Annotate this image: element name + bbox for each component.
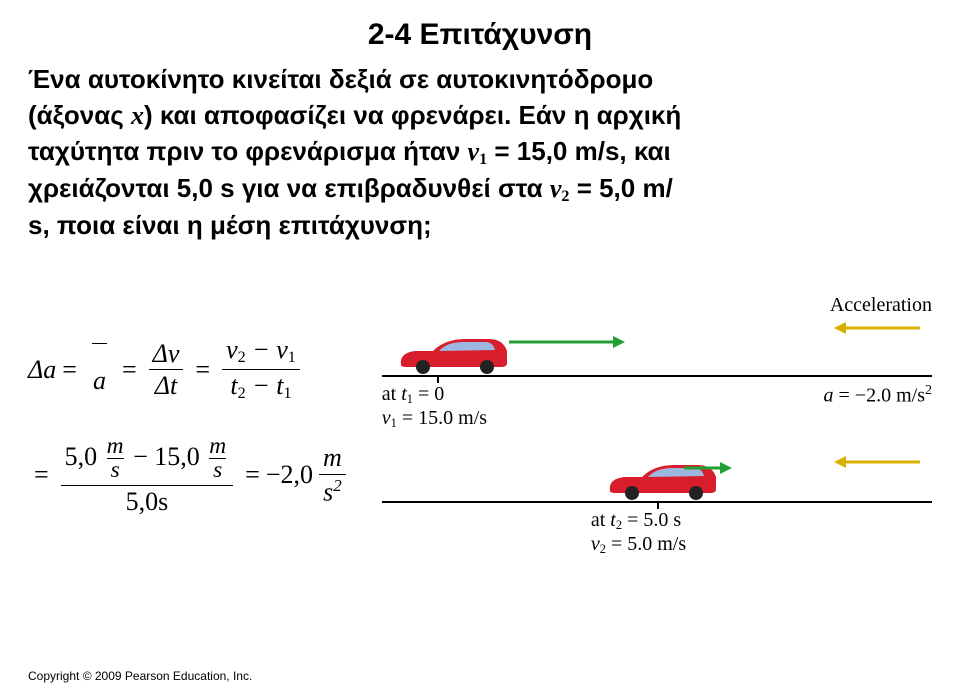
- sym-x: x: [131, 101, 144, 130]
- road-line-1: [382, 375, 932, 377]
- prob-l2a: (άξονας: [28, 100, 131, 130]
- prob-l3a: ταχύτητα πριν το φρενάρισμα ήταν: [28, 136, 468, 166]
- frac-numeric: 5,0 ms − 15,0 ms 5,0s: [61, 433, 233, 517]
- velocity-arrow-icon: [507, 334, 627, 355]
- accel-label: Acceleration: [382, 294, 932, 317]
- copyright-text: Copyright © 2009 Pearson Education, Inc.: [28, 669, 252, 683]
- eq-4: =: [34, 460, 49, 490]
- prob-l3b: = 15,0 m/s, και: [487, 136, 671, 166]
- velocity-arrow-icon: [682, 460, 734, 481]
- unit-ms2: m s2: [319, 442, 346, 507]
- marker-1: [437, 377, 439, 383]
- diagram: Acceleration: [382, 284, 932, 571]
- equation-row-2: = 5,0 ms − 15,0 ms 5,0s = −2,0 m s2: [28, 433, 352, 517]
- frac-v-t: v2 − v1 t2 − t1: [222, 334, 300, 405]
- equation-block: Δa = a = Δv Δt = v2 − v1 t2 − t1 =: [28, 284, 352, 545]
- prob-l4a: χρειάζονται 5,0 s για να επιβραδυνθεί στ…: [28, 173, 550, 203]
- accel-arrow-icon: [832, 453, 922, 471]
- prob-l1: Ένα αυτοκίνητο κινείται δεξιά σε αυτοκιν…: [28, 64, 653, 94]
- scene1-left-labels: at t1 = 0 v1 = 15.0 m/s: [382, 383, 487, 431]
- prob-l4b: = 5,0 m/: [569, 173, 672, 203]
- prob-l5: s, ποια είναι η μέση επιτάχυνση;: [28, 210, 432, 240]
- frac-dv-dt: Δv Δt: [149, 338, 184, 402]
- scene1-right-labels: a = −2.0 m/s2: [824, 383, 932, 431]
- scene-1: Acceleration: [382, 294, 932, 431]
- car-icon: [393, 337, 513, 375]
- eq-1: =: [62, 355, 77, 385]
- marker-2: [657, 503, 659, 509]
- page-title: 2-4 Επιτάχυνση: [28, 18, 932, 52]
- sym-v1: v1: [468, 137, 488, 166]
- a-bar: a: [89, 343, 110, 397]
- eq-5: =: [245, 460, 260, 490]
- eq-2: =: [122, 355, 137, 385]
- eq-3: =: [195, 355, 210, 385]
- scene-2: at t2 = 5.0 s v2 = 5.0 m/s: [382, 445, 932, 557]
- delta-a: Δa: [28, 355, 56, 385]
- result-value: −2,0: [266, 460, 313, 490]
- sym-v2: v2: [550, 174, 570, 203]
- prob-l2b: ) και αποφασίζει να φρενάρει. Εάν η αρχι…: [144, 100, 681, 130]
- problem-text: Ένα αυτοκίνητο κινείται δεξιά σε αυτοκιν…: [28, 62, 932, 244]
- equation-row-1: Δa = a = Δv Δt = v2 − v1 t2 − t1: [28, 334, 352, 405]
- scene2-left-labels: at t2 = 5.0 s v2 = 5.0 m/s: [591, 509, 686, 557]
- accel-arrow-icon: [832, 319, 922, 337]
